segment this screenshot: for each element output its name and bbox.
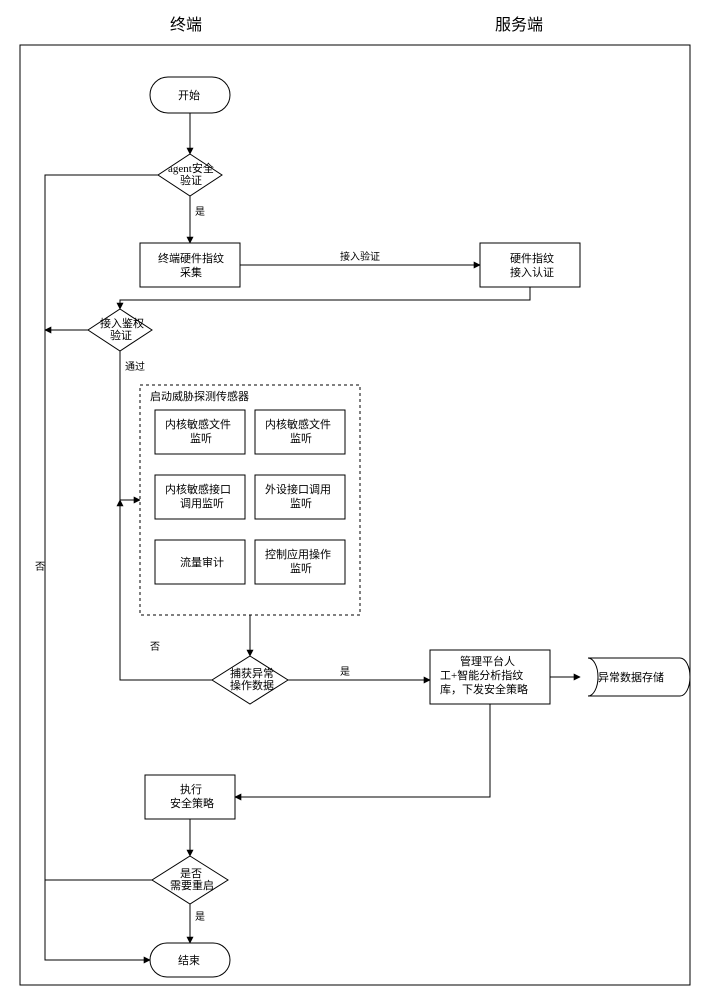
lbl-access-verify: 接入验证 xyxy=(340,250,380,263)
sensors-title: 启动威胁探测传感器 xyxy=(150,389,249,403)
exec-l2: 安全策略 xyxy=(170,796,214,810)
lbl-restart-yes: 是 xyxy=(195,911,205,923)
lbl-agent-yes: 是 xyxy=(195,206,205,218)
fp-collect-l2: 采集 xyxy=(180,265,202,279)
sensor-3 xyxy=(155,475,245,519)
fp-auth-node xyxy=(480,243,580,287)
exec-l1: 执行 xyxy=(180,782,202,796)
s1-l2: 监听 xyxy=(190,432,212,445)
sensor-1 xyxy=(155,410,245,454)
storage-l1: 异常数据存储 xyxy=(598,670,664,684)
sensor-6 xyxy=(255,540,345,584)
access-verify-l2: 验证 xyxy=(110,328,132,342)
capture-l1: 捕获异常 xyxy=(230,666,274,680)
fp-collect-l1: 终端硬件指纹 xyxy=(158,251,224,265)
lbl-capture-no: 否 xyxy=(150,641,160,653)
s6-l2: 监听 xyxy=(290,562,312,575)
platform-l3: 库，下发安全策略 xyxy=(440,682,528,696)
lbl-agent-no: 否 xyxy=(35,561,45,573)
restart-l2: 需要重启 xyxy=(170,878,214,892)
header-server: 服务端 xyxy=(495,16,543,34)
platform-l1: 管理平台人 xyxy=(460,654,515,668)
capture-l2: 操作数据 xyxy=(230,678,274,692)
fp-collect-node xyxy=(140,243,240,287)
s3-l2: 调用监听 xyxy=(180,497,224,510)
lbl-capture-yes: 是 xyxy=(340,666,350,678)
access-verify-l1: 接入鉴权 xyxy=(100,317,144,330)
s2-l2: 监听 xyxy=(290,432,312,445)
agent-verify-l2: 验证 xyxy=(180,173,202,187)
s2-l1: 内核敏感文件 xyxy=(265,417,331,431)
sensor-4 xyxy=(255,475,345,519)
sensor-2 xyxy=(255,410,345,454)
fp-auth-l1: 硬件指纹 xyxy=(510,251,554,265)
s4-l1: 外设接口调用 xyxy=(265,483,331,496)
s6-l1: 控制应用操作 xyxy=(265,547,331,561)
s1-l1: 内核敏感文件 xyxy=(165,417,231,431)
lbl-access-pass: 通过 xyxy=(125,360,145,373)
s5-l1: 流量审计 xyxy=(180,555,224,569)
s3-l1: 内核敏感接口 xyxy=(165,482,231,496)
fp-auth-l2: 接入认证 xyxy=(510,266,554,279)
restart-l1: 是否 xyxy=(180,867,202,880)
header-terminal: 终端 xyxy=(170,16,202,34)
platform-l2: 工+智能分析指纹 xyxy=(440,668,523,682)
agent-verify-l1: agent安全 xyxy=(168,161,214,175)
exec-policy-node xyxy=(145,775,235,819)
start-label: 开始 xyxy=(178,88,200,102)
end-label: 结束 xyxy=(178,954,200,967)
s4-l2: 监听 xyxy=(290,497,312,510)
